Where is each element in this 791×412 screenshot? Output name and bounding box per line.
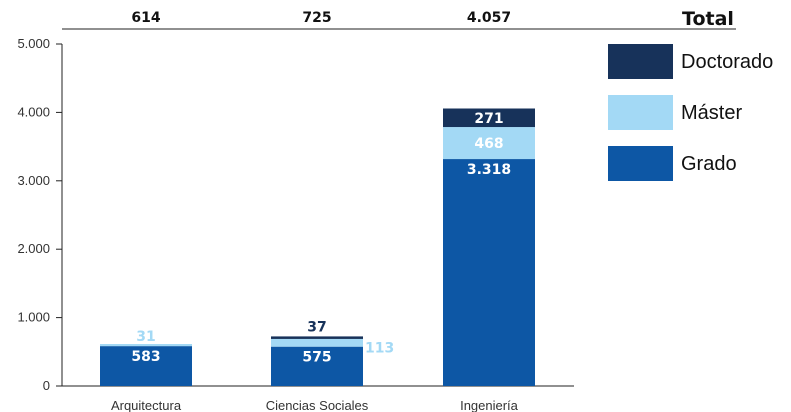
bars: [100, 108, 535, 386]
legend-label: Doctorado: [681, 51, 773, 73]
legend-swatch: [608, 146, 673, 181]
y-tick-label: 4.000: [17, 104, 50, 119]
labels: Arquitectura 614 Ciencias Sociales 725 Ingen…: [111, 10, 519, 412]
value-label-mster: 31: [136, 329, 155, 345]
y-tick-label: 0: [43, 378, 50, 393]
bar-segment-doctorado: [271, 336, 363, 339]
value-label-mster: 468: [474, 136, 503, 152]
y-ticks: 0 1.000 2.000 3.000 4.000 5.000: [17, 36, 62, 393]
category-label: Arquitectura: [111, 398, 182, 412]
y-tick-label: 3.000: [17, 173, 50, 188]
value-label-doctorado: 271: [474, 111, 503, 127]
legend-swatch: [608, 95, 673, 130]
bar-segment-mster: [100, 344, 192, 347]
total-label: 614: [131, 10, 160, 26]
totals-title: Total: [682, 8, 734, 30]
legend-label: Máster: [681, 102, 742, 124]
value-label-doctorado: 37: [307, 319, 326, 335]
value-label-grado: 3.318: [467, 162, 511, 178]
legend-swatch: [608, 44, 673, 79]
bar-segment-grado: [443, 159, 535, 386]
value-label-mster: 113: [365, 341, 394, 357]
category-label: Ciencias Sociales: [266, 398, 369, 412]
y-tick-label: 5.000: [17, 36, 50, 51]
bar-segment-mster: [271, 338, 363, 347]
value-label-grado: 575: [302, 350, 331, 366]
bar-segment-grado: [271, 346, 363, 386]
legend-label: Grado: [681, 153, 737, 175]
y-tick-label: 1.000: [17, 310, 50, 325]
bar-segment-grado: [100, 346, 192, 386]
y-tick-label: 2.000: [17, 241, 50, 256]
bar-segment-doctorado: [443, 108, 535, 128]
bar-segment-mster: [443, 127, 535, 160]
total-label: 4.057: [467, 10, 511, 26]
legend: Doctorado Máster Grado: [608, 44, 773, 181]
value-label-grado: 583: [131, 349, 160, 365]
total-label: 725: [302, 10, 331, 26]
category-label: Ingeniería: [460, 398, 519, 412]
